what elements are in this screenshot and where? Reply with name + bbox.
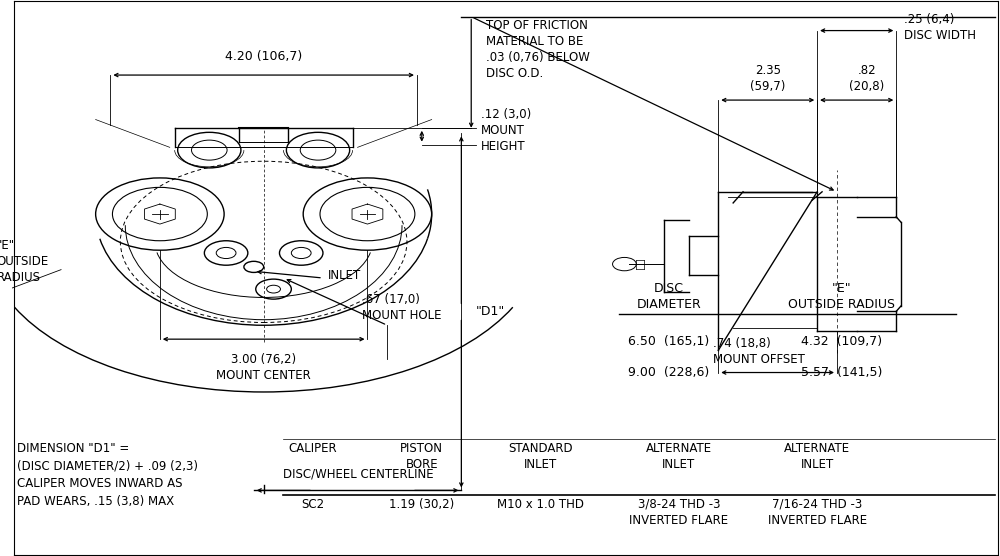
Text: 3/8-24 THD -3
INVERTED FLARE: 3/8-24 THD -3 INVERTED FLARE [629, 498, 728, 527]
Text: 3.00 (76,2)
MOUNT CENTER: 3.00 (76,2) MOUNT CENTER [216, 353, 311, 382]
Text: PISTON
BORE: PISTON BORE [400, 442, 443, 471]
Text: 6.50  (165,1): 6.50 (165,1) [628, 335, 710, 349]
Text: .12 (3,0)
MOUNT
HEIGHT: .12 (3,0) MOUNT HEIGHT [481, 108, 531, 153]
Text: 1.19 (30,2): 1.19 (30,2) [389, 498, 454, 510]
Text: "D1": "D1" [476, 305, 505, 319]
Text: 2.35
(59,7): 2.35 (59,7) [750, 64, 785, 93]
Text: 4.20 (106,7): 4.20 (106,7) [225, 50, 302, 63]
Text: ALTERNATE
INLET: ALTERNATE INLET [784, 442, 850, 471]
Text: .74 (18,8)
MOUNT OFFSET: .74 (18,8) MOUNT OFFSET [713, 337, 805, 366]
Text: 4.32  (109,7): 4.32 (109,7) [801, 335, 882, 349]
Text: DIMENSION "D1" =
(DISC DIAMETER/2) + .09 (2,3)
CALIPER MOVES INWARD AS
PAD WEARS: DIMENSION "D1" = (DISC DIAMETER/2) + .09… [17, 442, 198, 508]
Text: .67 (17,0)
MOUNT HOLE: .67 (17,0) MOUNT HOLE [362, 294, 442, 322]
Text: DISC
DIAMETER: DISC DIAMETER [637, 282, 701, 311]
Text: .25 (6,4)
DISC WIDTH: .25 (6,4) DISC WIDTH [904, 13, 976, 42]
Text: 9.00  (228,6): 9.00 (228,6) [628, 366, 710, 379]
Text: STANDARD
INLET: STANDARD INLET [508, 442, 573, 471]
Text: ALTERNATE
INLET: ALTERNATE INLET [646, 442, 712, 471]
Text: DISC/WHEEL CENTERLINE: DISC/WHEEL CENTERLINE [283, 468, 434, 480]
Text: SC2: SC2 [302, 498, 325, 510]
Text: 5.57  (141,5): 5.57 (141,5) [801, 366, 883, 379]
Text: TOP OF FRICTION
MATERIAL TO BE
.03 (0,76) BELOW
DISC O.D.: TOP OF FRICTION MATERIAL TO BE .03 (0,76… [486, 19, 590, 81]
Text: M10 x 1.0 THD: M10 x 1.0 THD [497, 498, 584, 510]
Text: "E"
OUTSIDE
RADIUS: "E" OUTSIDE RADIUS [0, 239, 49, 284]
Text: "E"
OUTSIDE RADIUS: "E" OUTSIDE RADIUS [788, 282, 895, 311]
Text: 7/16-24 THD -3
INVERTED FLARE: 7/16-24 THD -3 INVERTED FLARE [768, 498, 867, 527]
Text: INLET: INLET [328, 269, 361, 282]
Text: CALIPER: CALIPER [289, 442, 337, 455]
Text: .82
(20,8): .82 (20,8) [849, 64, 884, 93]
